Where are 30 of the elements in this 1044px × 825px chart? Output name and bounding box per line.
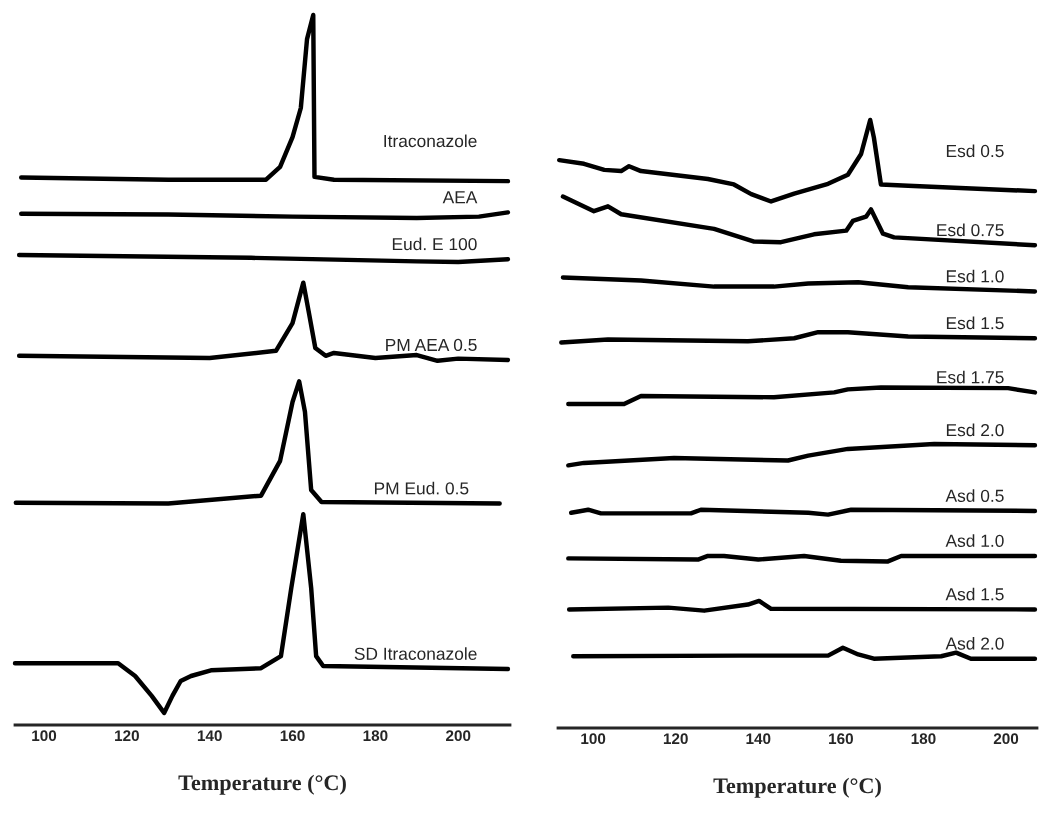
x-tick-label: 160 [280, 730, 305, 742]
series-label: Asd 2.0 [945, 636, 1004, 650]
series-label: Itraconazole [384, 134, 477, 148]
series-label: Esd 0.5 [946, 144, 1004, 158]
x-tick-label: 100 [32, 730, 57, 742]
x-tick-label: 140 [746, 733, 771, 745]
x-tick-label: 100 [581, 733, 606, 745]
x-tick-label: 180 [911, 733, 936, 745]
series-label: Esd 2.0 [946, 423, 1004, 437]
series-label: Esd 1.75 [937, 370, 1004, 384]
series-label: PM AEA 0.5 [386, 338, 477, 352]
series-label: SD Itraconazole [354, 647, 477, 660]
series-label: Esd 1.5 [946, 316, 1004, 330]
series-label: Asd 1.5 [945, 587, 1004, 601]
x-tick-label: 180 [363, 730, 388, 742]
x-tick-label: 200 [446, 730, 471, 742]
x-tick-label: 140 [197, 730, 222, 742]
x-axis-title: Temperature (°C) [178, 774, 346, 795]
series-label: Eud. E 100 [392, 237, 477, 251]
x-tick-label: 120 [115, 730, 139, 742]
x-tick-label: 120 [663, 733, 688, 745]
x-tick-label: 200 [993, 733, 1019, 745]
series-label: Asd 0.5 [945, 489, 1004, 502]
series-label: Esd 0.75 [937, 223, 1004, 237]
series-label: AEA [442, 191, 478, 204]
series-label: PM Eud. 0.5 [374, 481, 469, 495]
x-axis-title: Temperature (°C) [713, 777, 881, 798]
series-label: Asd 1.0 [945, 534, 1004, 547]
series-label: Esd 1.0 [946, 269, 1004, 283]
x-tick-label: 160 [829, 733, 853, 745]
